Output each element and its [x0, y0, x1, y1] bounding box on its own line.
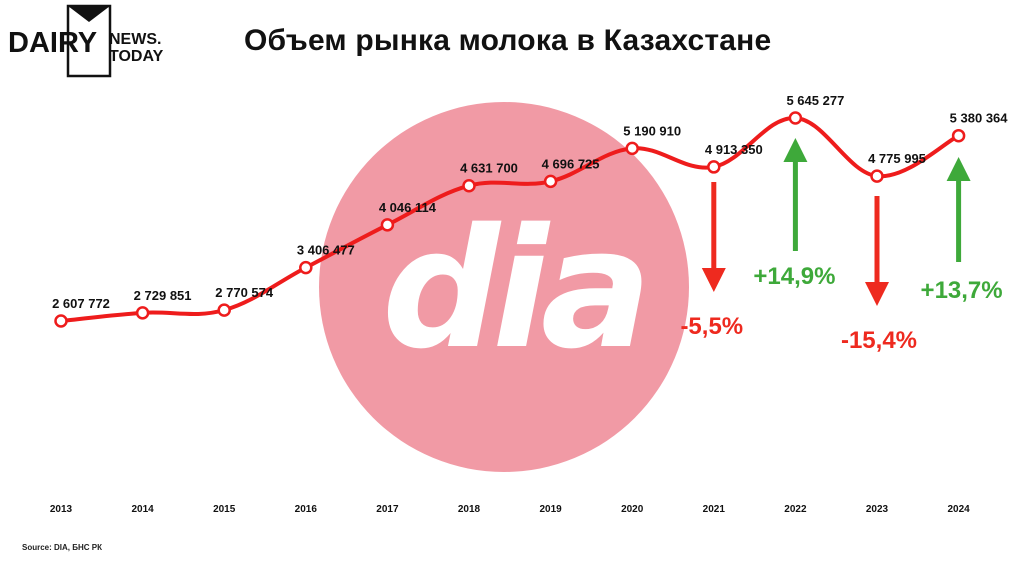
- change-label-2023: -15,4%: [841, 327, 917, 354]
- data-point-2016: [299, 260, 313, 275]
- data-point-2022: [788, 111, 803, 125]
- svg-text:NEWS.: NEWS.: [109, 31, 161, 48]
- data-point-2015: [217, 303, 231, 317]
- data-point-2018: [462, 178, 476, 193]
- data-point-2024: [951, 128, 966, 143]
- change-label-2022: +14,9%: [753, 263, 835, 290]
- page-title: Объем рынка молока в Казахстане: [244, 24, 772, 57]
- data-label-2024: 5 380 364: [950, 111, 1009, 126]
- change-label-2021: -5,5%: [680, 313, 743, 340]
- data-label-2014: 2 729 851: [134, 288, 192, 303]
- x-tick-label: 2019: [539, 504, 562, 515]
- data-point-2021: [707, 160, 721, 174]
- data-label-2017: 4 046 114: [379, 200, 437, 215]
- data-label-2018: 4 631 700: [460, 161, 518, 176]
- dairy-news-today-logo: DAIRY NEWS. TODAY: [8, 4, 164, 78]
- data-label-2021: 4 913 350: [705, 142, 763, 157]
- data-label-2019: 4 696 725: [542, 156, 600, 171]
- data-label-2020: 5 190 910: [623, 123, 681, 138]
- data-label-2022: 5 645 277: [786, 93, 844, 108]
- source-note: Source: DIA, БНС РК: [22, 543, 102, 552]
- svg-text:DAIRY: DAIRY: [8, 27, 97, 59]
- data-point-2013: [54, 314, 68, 328]
- svg-text:TODAY: TODAY: [109, 48, 164, 65]
- x-tick-label: 2014: [131, 504, 154, 515]
- x-tick-label: 2022: [784, 504, 807, 515]
- change-arrow-2024: [946, 157, 971, 262]
- data-label-2023: 4 775 995: [868, 151, 926, 166]
- dia-watermark-logo: dia: [319, 102, 689, 472]
- data-label-2015: 2 770 574: [215, 285, 274, 300]
- watermark-circle: [319, 102, 689, 472]
- data-point-2020: [625, 141, 639, 156]
- x-tick-label: 2016: [295, 504, 318, 515]
- change-arrow-2022: [783, 138, 808, 251]
- x-tick-label: 2015: [213, 504, 236, 515]
- change-label-2024: +13,7%: [921, 277, 1003, 304]
- data-label-2013: 2 607 772: [52, 296, 110, 311]
- x-tick-label: 2013: [50, 504, 73, 515]
- x-tick-label: 2023: [866, 504, 889, 515]
- x-tick-label: 2024: [947, 504, 970, 515]
- x-tick-label: 2020: [621, 504, 644, 515]
- data-point-2014: [135, 306, 150, 320]
- data-point-2017: [380, 218, 395, 232]
- watermark-text: dia: [382, 193, 644, 385]
- change-arrow-2023: [865, 196, 889, 306]
- x-tick-label: 2021: [703, 504, 726, 515]
- data-point-2019: [543, 174, 558, 189]
- data-point-2023: [870, 169, 884, 183]
- x-tick-label: 2017: [376, 504, 399, 515]
- change-arrow-2021: [701, 182, 726, 292]
- data-label-2016: 3 406 477: [297, 243, 355, 258]
- x-tick-label: 2018: [458, 504, 481, 515]
